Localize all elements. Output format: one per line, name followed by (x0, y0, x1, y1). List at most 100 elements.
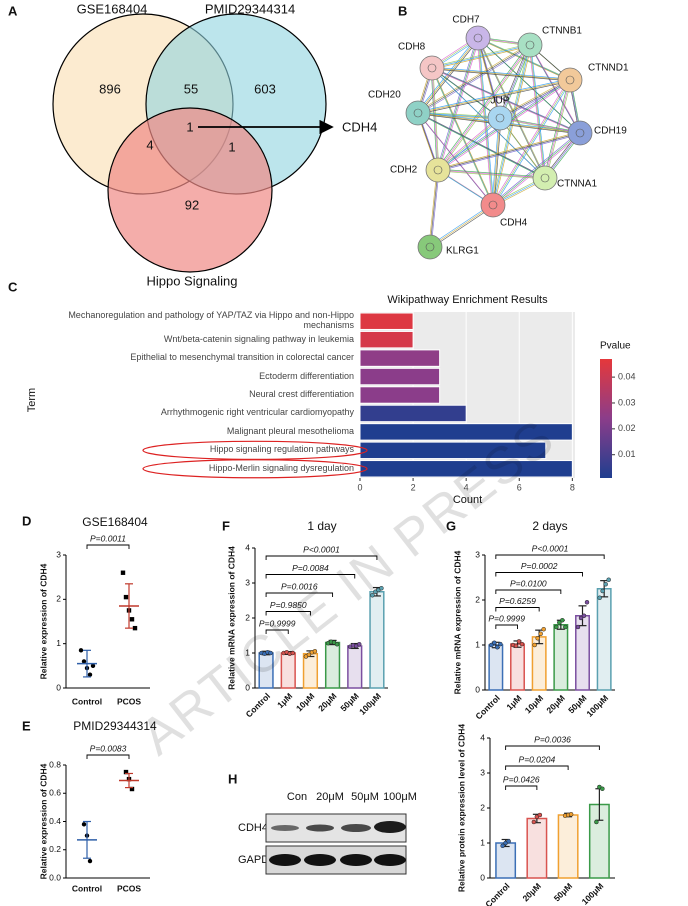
network-edge (499, 44, 531, 119)
y-tick-label: Wnt/beta-catenin signaling pathway in le… (163, 333, 354, 344)
network-node-structure (425, 242, 435, 252)
blot-band (340, 854, 372, 866)
network-edge (430, 66, 580, 133)
data-point (498, 641, 503, 647)
network-node-label: CDH20 (368, 90, 401, 101)
x-axis-label: Count (453, 494, 482, 506)
chart-title: GSE168404 (82, 515, 148, 529)
network-edge (530, 45, 582, 135)
network-edge (500, 118, 582, 135)
network-node (417, 234, 443, 260)
network-edge (478, 38, 502, 120)
p-value-label: P=0.0036 (534, 734, 571, 744)
x-tick-label: Control (72, 883, 102, 893)
network-edge (437, 44, 531, 171)
network-node-label: KLRG1 (446, 246, 479, 257)
network-edge (498, 78, 570, 118)
x-tick-label: 50μM (552, 881, 574, 903)
network-node (517, 32, 543, 58)
data-point (312, 649, 318, 654)
y-tick-label: Mechanoregulation and pathology of YAP/T… (68, 310, 354, 331)
colorbar-tick-label: 0.04 (618, 371, 636, 381)
network-edge (491, 116, 500, 205)
p-value-label: P=0.9850 (270, 600, 307, 610)
chart-title: Wikipathway Enrichment Results (387, 294, 548, 306)
row-label: CDH4 (238, 822, 268, 834)
comparison-bracket (495, 624, 518, 629)
data-point (603, 582, 608, 587)
comparison-bracket (265, 592, 334, 597)
data-point (594, 819, 599, 825)
y-tick-label-box: Mechanoregulation and pathology of YAP/T… (68, 310, 354, 331)
x-tick-label: PCOS (117, 883, 141, 893)
network-edge (529, 44, 581, 134)
network-node-structure (495, 113, 505, 123)
data-point (129, 617, 135, 622)
data-point (557, 620, 562, 625)
y-tick-label: Hippo signaling regulation pathways (209, 444, 354, 455)
p-value-label: P<0.0001 (532, 543, 569, 553)
y-tick-label: Hippo-Merlin signaling dysregulation (208, 462, 354, 473)
data-point (519, 641, 525, 647)
network-edge (432, 68, 572, 82)
bar (369, 591, 385, 689)
x-tick-label: 1μM (275, 691, 294, 710)
y-tick-label-box: Hippo-Merlin signaling dysregulation (208, 462, 354, 473)
comparison-bracket (495, 554, 605, 559)
network-node-label: JUP (491, 96, 510, 107)
network-node (419, 55, 445, 81)
data-point (90, 663, 96, 669)
network-edge (477, 37, 501, 119)
network-edge (429, 169, 439, 248)
network-edge (432, 68, 502, 120)
network-edge (438, 118, 502, 172)
panel-letter: C (8, 279, 18, 294)
y-tick-label: Ectoderm differentiation (259, 370, 354, 381)
data-point (78, 648, 84, 653)
network-edge (417, 112, 546, 179)
enrichment-chart: Wikipathway Enrichment Results 0 2 4 6 8 Count… (26, 294, 636, 506)
network-edge (438, 133, 582, 172)
y-axis-label: Relative protein expression level of CDH… (456, 724, 466, 892)
venn-count: 603 (254, 81, 276, 96)
venn-set-label: GSE168404 (77, 1, 148, 16)
x-tick-label: 10μM (523, 693, 545, 715)
y-tick-label: 0 (56, 682, 61, 692)
lane-label: Con (287, 791, 307, 803)
network-node (425, 157, 451, 183)
data-point (541, 627, 546, 632)
network-node-structure (525, 40, 535, 50)
comparison-bracket (495, 607, 540, 612)
network-node-structure (413, 108, 423, 118)
panel-letter: A (8, 3, 18, 18)
network-edge (418, 113, 547, 180)
data-point (306, 652, 312, 657)
data-point (568, 812, 574, 817)
arrow-label: CDH4 (342, 119, 377, 134)
data-point (575, 624, 581, 630)
chart-title: PMID29344314 (73, 719, 157, 733)
western-blot: Con 20μM 50μM 100μM CDH4 GAPDH (238, 791, 417, 875)
network-edge (528, 43, 545, 178)
x-tick-label: 1μM (504, 693, 523, 712)
venn-count: 4 (146, 137, 153, 152)
bar (495, 842, 517, 879)
data-point (123, 594, 129, 600)
network: CDH7 CTNNB1 CDH8 CTNND1 CDH20 JUP CDH19 CDH2 CTN… (368, 15, 629, 260)
data-point (560, 618, 565, 623)
network-edge (436, 116, 500, 170)
y-tick-label-box: Malignant pleural mesothelioma (227, 426, 354, 436)
x-tick-label: Control (483, 881, 511, 906)
x-tick-label: 100μM (584, 693, 610, 719)
network-edge (492, 117, 501, 206)
chart-title: 2 days (532, 519, 567, 533)
network-node (480, 192, 506, 218)
bar (526, 817, 548, 879)
lane-label: 100μM (383, 791, 417, 803)
p-value-label: P=0.9999 (488, 613, 525, 623)
p-value-label: P=0.0100 (510, 578, 547, 588)
blot-band (341, 824, 371, 832)
data-point (600, 786, 605, 791)
network-node-label: CDH2 (390, 165, 418, 176)
y-tick-label: 0 (480, 872, 485, 882)
